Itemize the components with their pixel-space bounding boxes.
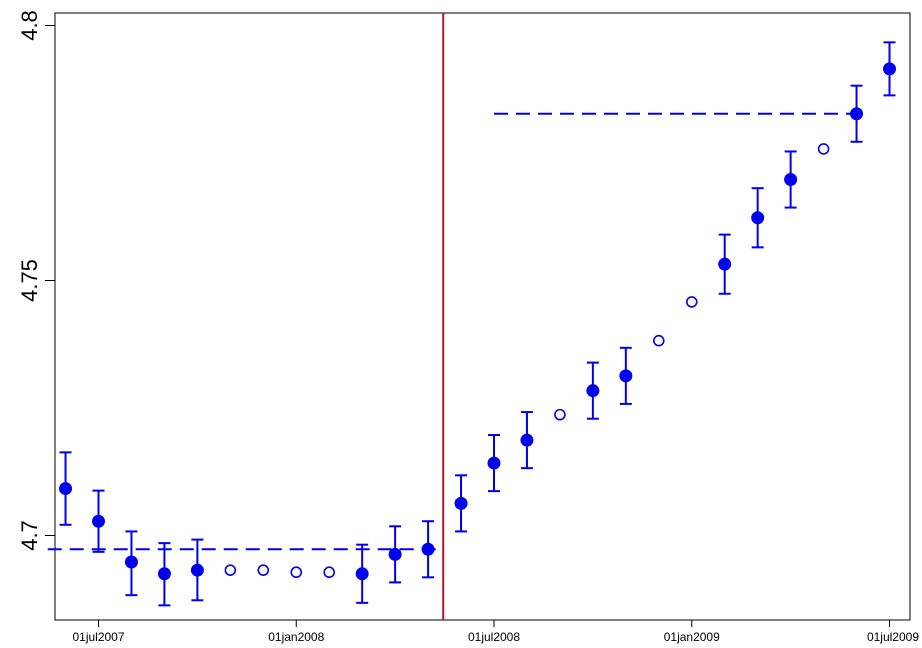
x-tick-label: 01jan2008 (268, 630, 324, 644)
data-point (190, 563, 204, 577)
data-point (619, 369, 633, 383)
data-point (520, 433, 534, 447)
data-point-open (554, 408, 566, 421)
data-point-open (652, 334, 665, 347)
data-point-open (323, 566, 336, 579)
y-tick-label: 4.8 (17, 10, 42, 41)
reference-lines (47, 112, 857, 551)
x-tick-label: 01jul2009 (867, 630, 919, 644)
data-point (421, 542, 435, 556)
plot-frame (54, 12, 911, 621)
data-point (157, 567, 171, 581)
y-axis: 4.7 4.75 4.8 (17, 10, 55, 551)
data-point (59, 482, 73, 496)
data-point-open (290, 566, 303, 579)
data-point (586, 384, 600, 398)
data-point (355, 567, 369, 581)
x-axis: 01jul2007 01jan2008 01jul2008 01jan2009 01ju… (72, 620, 919, 644)
data-point (454, 496, 468, 510)
data-point (784, 173, 798, 187)
data-point-open (257, 564, 270, 576)
error-bars (59, 41, 896, 607)
data-point (718, 257, 732, 271)
y-tick-label: 4.75 (17, 259, 42, 302)
data-point (388, 547, 402, 561)
data-point-open (224, 564, 237, 576)
data-point (850, 107, 864, 121)
data-point (883, 62, 896, 76)
data-point (487, 456, 501, 470)
x-tick-label: 01jul2008 (468, 630, 520, 644)
x-tick-label: 01jul2007 (72, 630, 124, 644)
data-point (124, 555, 138, 569)
x-tick-label: 01jan2009 (664, 630, 720, 644)
data-point (92, 514, 105, 528)
data-point-open (817, 143, 830, 155)
data-point-open (685, 296, 698, 308)
data-points (59, 62, 896, 581)
y-tick-label: 4.7 (17, 520, 42, 551)
data-point (751, 211, 765, 225)
